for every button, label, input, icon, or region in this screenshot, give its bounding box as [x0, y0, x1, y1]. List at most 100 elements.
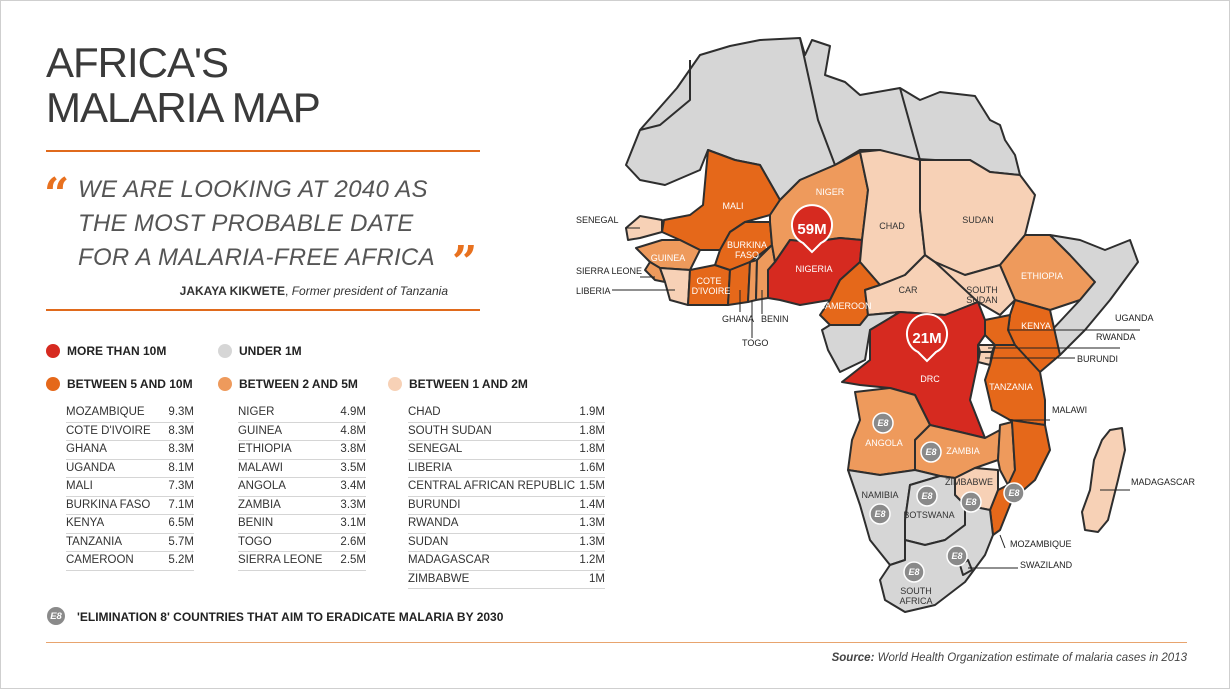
map-liberia — [659, 267, 691, 306]
callout-liberia: LIBERIA — [576, 286, 611, 296]
table-country: ZAMBIA — [238, 498, 281, 511]
legend-label: BETWEEN 1 AND 2M — [409, 377, 528, 391]
e8-badge-namibia-text: E8 — [874, 509, 885, 519]
legend-between-1-2m: BETWEEN 1 AND 2M — [388, 377, 528, 391]
table-country: ANGOLA — [238, 480, 286, 492]
e8-badge-mozambique: E8 — [1003, 482, 1025, 504]
legend-label: MORE THAN 10M — [67, 344, 167, 358]
label-car: CAR — [898, 285, 918, 295]
table-row: ANGOLA 3.4M — [238, 478, 366, 497]
pin-drc-value: 21M — [912, 330, 941, 347]
table-row: SIERRA LEONE 2.5M — [238, 552, 366, 571]
label-mali: MALI — [722, 201, 743, 211]
map-pin-nigeria: 59M — [791, 204, 833, 254]
label-namibia: NAMIBIA — [861, 490, 898, 500]
table-between-2-5m: NIGER 4.9M GUINEA 4.8M ETHIOPIA 3.8M MALAWI 3.5… — [238, 404, 366, 571]
map-madagascar — [1081, 427, 1126, 533]
table-country: ETHIOPIA — [238, 443, 292, 455]
legend-more-than-10m: MORE THAN 10M — [46, 344, 166, 358]
table-country: LIBERIA — [408, 461, 453, 474]
table-country: GUINEA — [238, 424, 283, 437]
e8-badge-botswana-text: E8 — [921, 491, 932, 501]
label-south-africa-line-1: SOUTH — [900, 586, 932, 596]
e8-badge-south-africa-text: E8 — [908, 567, 919, 577]
quote-divider — [46, 309, 480, 311]
table-value: 8.3M — [168, 443, 194, 455]
callout-rwanda: RWANDA — [1096, 332, 1136, 342]
table-value: 5.7M — [168, 535, 194, 548]
map-ghana — [727, 261, 751, 306]
table-country: CENTRAL AFRICAN REPUBLIC — [408, 480, 575, 492]
e8-badge-mozambique-text: E8 — [1008, 488, 1019, 498]
label-chad: CHAD — [879, 221, 905, 231]
quote-line-2: THE MOST PROBABLE DATE — [78, 210, 414, 237]
table-value: 1.4M — [579, 498, 605, 511]
table-country: CHAD — [408, 406, 441, 418]
table-row: BENIN 3.1M — [238, 515, 366, 534]
callout-madagascar: MADAGASCAR — [1131, 477, 1196, 487]
table-country: SOUTH SUDAN — [408, 424, 492, 437]
table-row: TANZANIA 5.7M — [66, 534, 194, 552]
table-country: GHANA — [66, 443, 107, 455]
map-country-labels: MALI NIGER CHAD SUDAN GUINEA BURKINA FAS… — [651, 187, 1063, 606]
callout-sierra-leone: SIERRA LEONE — [576, 266, 642, 276]
table-value: 1.3M — [579, 535, 605, 548]
label-niger: NIGER — [816, 187, 845, 197]
table-row: KENYA 6.5M — [66, 515, 194, 534]
e8-legend-text: 'ELIMINATION 8' COUNTRIES THAT AIM TO ER… — [77, 610, 504, 624]
table-country: KENYA — [66, 517, 105, 529]
e8-badge-zambia: E8 — [920, 441, 942, 463]
label-zimbabwe: ZIMBABWE — [945, 477, 993, 487]
label-tanzania: TANZANIA — [989, 382, 1033, 392]
map-senegal — [625, 215, 663, 241]
e8-badge-zimbabwe-text: E8 — [965, 497, 976, 507]
table-row: COTE D'IVOIRE 8.3M — [66, 423, 194, 441]
source-text: World Health Organization estimate of ma… — [877, 652, 1187, 664]
map-callout-lines — [612, 227, 1140, 569]
callout-senegal: SENEGAL — [576, 215, 619, 225]
table-value: 1.3M — [579, 517, 605, 529]
table-row: GHANA 8.3M — [66, 441, 194, 460]
e8-badge-south-africa: E8 — [903, 561, 925, 583]
table-value: 1.8M — [579, 443, 605, 455]
table-country: MOZAMBIQUE — [66, 406, 145, 418]
label-burkina-line-2: FASO — [735, 250, 759, 260]
table-value: 4.8M — [340, 424, 366, 437]
table-country: UGANDA — [66, 461, 116, 474]
table-row: NIGER 4.9M — [238, 404, 366, 423]
quote-author-role: Former president of Tanzania — [291, 284, 448, 298]
table-row: ETHIOPIA 3.8M — [238, 441, 366, 460]
table-row: CAMEROON 5.2M — [66, 552, 194, 571]
callout-mozambique: MOZAMBIQUE — [1010, 539, 1072, 549]
table-row: RWANDA 1.3M — [408, 515, 605, 534]
table-country: BURUNDI — [408, 498, 461, 511]
callout-ghana: GHANA — [722, 314, 754, 324]
table-value: 1M — [589, 572, 605, 585]
open-quote-icon: “ — [44, 169, 70, 220]
map-pin-drc: 21M — [906, 313, 948, 363]
table-row: CENTRAL AFRICAN REPUBLIC 1.5M — [408, 478, 605, 497]
label-drc: DRC — [920, 374, 940, 384]
table-row: ZIMBABWE 1M — [408, 571, 605, 589]
e8-badge-namibia: E8 — [869, 503, 891, 525]
label-burkina-line-1: BURKINA — [727, 240, 767, 250]
quote-line-1: WE ARE LOOKING AT 2040 AS — [78, 176, 428, 203]
table-row: TOGO 2.6M — [238, 534, 366, 552]
table-value: 5.2M — [168, 554, 194, 566]
label-south-africa-line-2: AFRICA — [899, 596, 932, 606]
label-cameroon: CAMEROON — [818, 301, 871, 311]
map-tanzania — [984, 344, 1046, 426]
close-quote-icon: ” — [452, 237, 478, 288]
e8-badge-icon: E8 — [46, 606, 66, 626]
pull-quote: WE ARE LOOKING AT 2040 AS THE MOST PROBA… — [78, 173, 435, 275]
e8-badge-angola: E8 — [872, 412, 894, 434]
table-country: SUDAN — [408, 535, 449, 548]
legend-label: BETWEEN 2 AND 5M — [239, 377, 358, 391]
quote-author: JAKAYA KIKWETE — [179, 284, 286, 298]
footer-divider — [46, 642, 1187, 643]
table-row: MALAWI 3.5M — [238, 460, 366, 478]
label-kenya: KENYA — [1021, 321, 1051, 331]
map-south-africa — [879, 504, 994, 613]
table-row: UGANDA 8.1M — [66, 460, 194, 478]
